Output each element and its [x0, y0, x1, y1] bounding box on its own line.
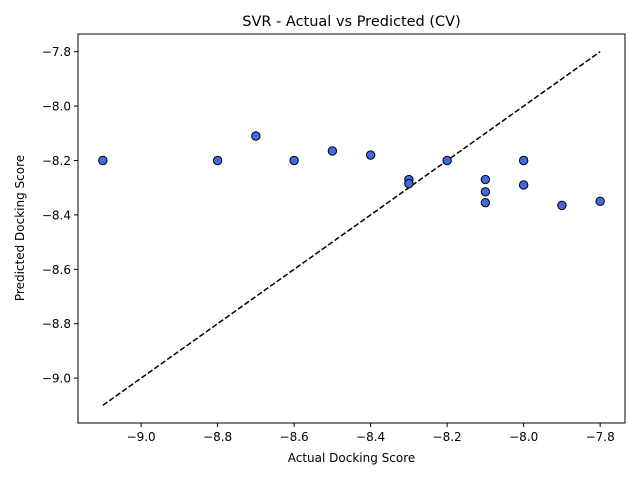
- data-point-14: [557, 200, 567, 211]
- x-tick-label-6: −7.8: [586, 430, 615, 444]
- data-point-5: [365, 150, 376, 160]
- data-point-10: [480, 187, 491, 197]
- y-tick-label-2: −8.6: [42, 263, 71, 277]
- axes-frame: [77, 33, 626, 424]
- x-tick-label-1: −8.8: [203, 430, 232, 444]
- data-point-3: [289, 155, 299, 166]
- y-tick-label-3: −8.4: [42, 208, 71, 222]
- y-tick-label-1: −8.8: [42, 317, 71, 331]
- data-point-1: [212, 155, 223, 166]
- data-point-2: [251, 131, 261, 141]
- chart-title: SVR - Actual vs Predicted (CV): [242, 14, 460, 30]
- y-tick-label-0: −9.0: [42, 372, 71, 386]
- reference-line: [102, 51, 601, 406]
- data-point-7: [404, 178, 414, 189]
- x-tick-label-4: −8.2: [433, 430, 462, 444]
- data-point-11: [480, 197, 491, 208]
- x-tick-label-2: −8.6: [280, 430, 309, 444]
- data-point-15: [595, 196, 605, 206]
- y-tick-label-4: −8.2: [42, 154, 71, 168]
- y-tick-label-5: −8.0: [42, 100, 71, 114]
- y-axis-label: Predicted Docking Score: [13, 155, 27, 301]
- data-point-8: [442, 155, 452, 166]
- x-axis-label: Actual Docking Score: [288, 451, 416, 465]
- data-point-9: [480, 174, 491, 185]
- data-point-0: [98, 155, 108, 166]
- data-point-4: [327, 146, 338, 156]
- y-tick-label-6: −7.8: [42, 45, 71, 59]
- x-tick-label-0: −9.0: [127, 430, 156, 444]
- x-tick-label-3: −8.4: [356, 430, 385, 444]
- data-point-12: [518, 155, 529, 166]
- plot-area: −9.0 −8.8 −8.6 −8.4 −8.2 −8.0 −7.8 −9.0 −8.8 −8.6…: [42, 33, 626, 444]
- x-tick-label-5: −8.0: [509, 430, 538, 444]
- data-point-13: [518, 180, 529, 190]
